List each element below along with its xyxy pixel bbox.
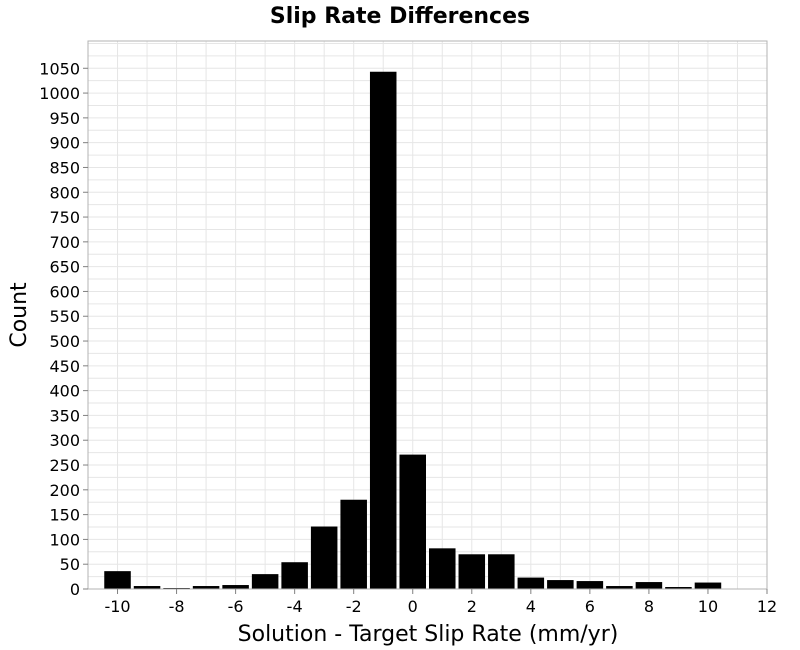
bar [340,499,367,589]
y-tick-label: 750 [49,208,80,227]
y-tick-label: 550 [49,307,80,326]
y-tick-label: 150 [49,506,80,525]
x-tick-label: 8 [644,597,654,616]
plot-frame [87,40,768,590]
axis-ticks [83,67,768,594]
bar [635,582,663,589]
bar [310,526,338,589]
y-tick-label: 0 [70,580,80,599]
x-tick-label: -10 [104,597,130,616]
y-tick-label: 650 [49,258,80,277]
y-tick-label: 950 [49,109,80,128]
y-tick-label: 1050 [39,59,80,78]
bar [133,586,161,589]
y-tick-label: 100 [49,530,80,549]
bar [281,562,308,589]
y-tick-label: 800 [49,183,80,202]
x-tick-label: 6 [585,597,595,616]
bar [517,577,545,589]
y-tick-label: 900 [49,134,80,153]
x-tick-label: 10 [698,597,718,616]
x-tick-label: -2 [346,597,362,616]
bar [547,580,574,589]
x-tick-label: -8 [169,597,185,616]
chart-title: Slip Rate Differences [270,4,530,29]
y-axis-label: Count [7,282,32,348]
bars [104,71,722,590]
bar [429,548,456,589]
bar [665,587,692,589]
bar [104,571,131,589]
y-tick-label: 500 [49,332,80,351]
bar [369,71,397,590]
y-tick-label: 50 [60,555,80,574]
y-tick-label: 300 [49,431,80,450]
x-tick-label: -6 [228,597,244,616]
x-tick-label: 4 [526,597,536,616]
y-tick-label: 1000 [39,84,80,103]
bar [458,554,486,589]
y-tick-labels: 0 50 100 150 200 250 300 350 400 450 500 550 600 650 7… [39,59,80,599]
bar [192,586,220,589]
x-tick-label: 2 [467,597,477,616]
bar [399,454,426,589]
y-tick-label: 450 [49,357,80,376]
bar [488,554,515,589]
y-tick-label: 350 [49,406,80,425]
y-tick-label: 600 [49,282,80,301]
y-tick-label: 850 [49,158,80,177]
y-tick-label: 700 [49,233,80,252]
y-tick-label: 400 [49,382,80,401]
bar [222,585,249,589]
bar [251,574,279,589]
y-tick-label: 250 [49,456,80,475]
bar [606,586,633,589]
grid-lines [87,41,768,589]
bar [694,582,722,589]
x-tick-label: 12 [757,597,777,616]
x-tick-label: 0 [408,597,418,616]
bar [576,581,604,589]
x-tick-labels: -10 -8 -6 -4 -2 0 2 4 6 8 10 12 [104,597,777,616]
y-tick-label: 200 [49,481,80,500]
x-tick-label: -4 [287,597,303,616]
x-axis-label: Solution - Target Slip Rate (mm/yr) [238,622,619,647]
